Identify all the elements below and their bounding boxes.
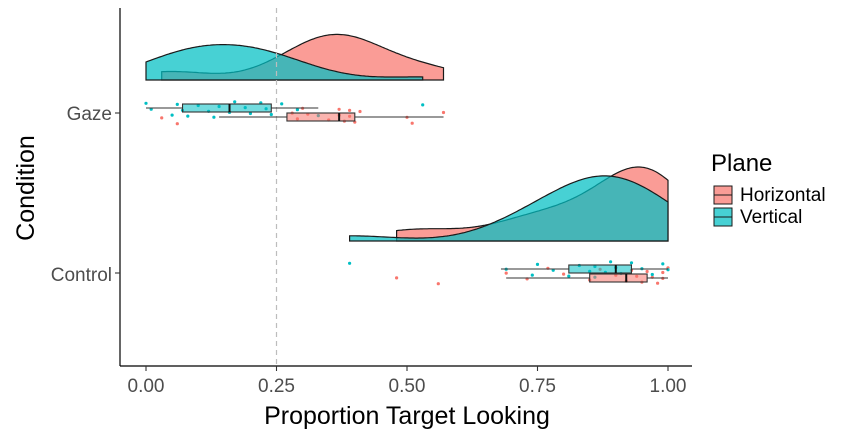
point-control-vertical [535, 262, 540, 266]
point-control-horizontal [656, 281, 660, 285]
point-gaze-horizontal [358, 109, 362, 114]
point-gaze-vertical [144, 101, 148, 105]
y-tick-label: Control [51, 265, 112, 286]
point-control-vertical [661, 262, 665, 266]
x-ticks: 0.00 0.25 0.50 0.75 1.00 [128, 366, 687, 397]
point-control-vertical [348, 261, 352, 265]
point-gaze-horizontal [337, 107, 341, 111]
point-control-vertical [650, 272, 654, 277]
point-gaze-horizontal [160, 116, 164, 120]
point-control-horizontal [645, 269, 649, 274]
legend-label-vertical: Vertical [740, 207, 802, 228]
point-gaze-vertical [421, 103, 425, 107]
box-gaze-vertical [181, 103, 272, 113]
y-ticks: Control Gaze [51, 104, 120, 286]
legend-title: Plane [711, 150, 772, 177]
point-gaze-vertical [170, 113, 174, 117]
point-gaze-vertical [295, 108, 299, 112]
x-tick-label: 0.75 [519, 376, 556, 397]
point-control-horizontal [661, 270, 665, 275]
point-control-horizontal [504, 271, 508, 275]
point-gaze-vertical [175, 102, 179, 106]
point-gaze-vertical [212, 115, 216, 119]
point-control-horizontal [395, 276, 399, 280]
density-layer [145, 33, 669, 242]
point-gaze-vertical [233, 100, 237, 104]
point-gaze-horizontal [441, 110, 446, 115]
box-control-horizontal [589, 273, 648, 283]
point-gaze-vertical [186, 114, 190, 118]
density-control-vertical [349, 175, 669, 242]
x-tick-label: 0.50 [389, 376, 426, 397]
point-gaze-horizontal [175, 122, 179, 126]
point-gaze-horizontal [410, 121, 414, 125]
point-gaze-horizontal [348, 108, 352, 112]
boxplot-layer [146, 103, 668, 283]
x-tick-label: 1.00 [650, 376, 687, 397]
point-control-vertical [629, 261, 634, 265]
y-tick-label: Gaze [67, 104, 112, 125]
point-control-vertical [530, 273, 534, 277]
density-gaze-vertical [145, 44, 424, 81]
point-gaze-vertical [248, 111, 252, 116]
plot-area [144, 8, 670, 366]
box-gaze-horizontal [286, 112, 356, 122]
point-control-vertical [609, 260, 613, 264]
point-control-horizontal [436, 282, 440, 286]
point-gaze-vertical [269, 112, 273, 117]
point-control-vertical [567, 274, 571, 278]
legend-label-horizontal: Horizontal [740, 185, 826, 206]
point-gaze-vertical [280, 102, 284, 106]
x-axis-title: Proportion Target Looking [264, 402, 550, 430]
box-control-vertical [568, 264, 633, 274]
y-axis-title: Condition [12, 135, 40, 241]
point-control-horizontal [562, 272, 566, 276]
x-tick-label: 0.25 [258, 376, 295, 397]
x-tick-label: 0.00 [128, 376, 165, 397]
